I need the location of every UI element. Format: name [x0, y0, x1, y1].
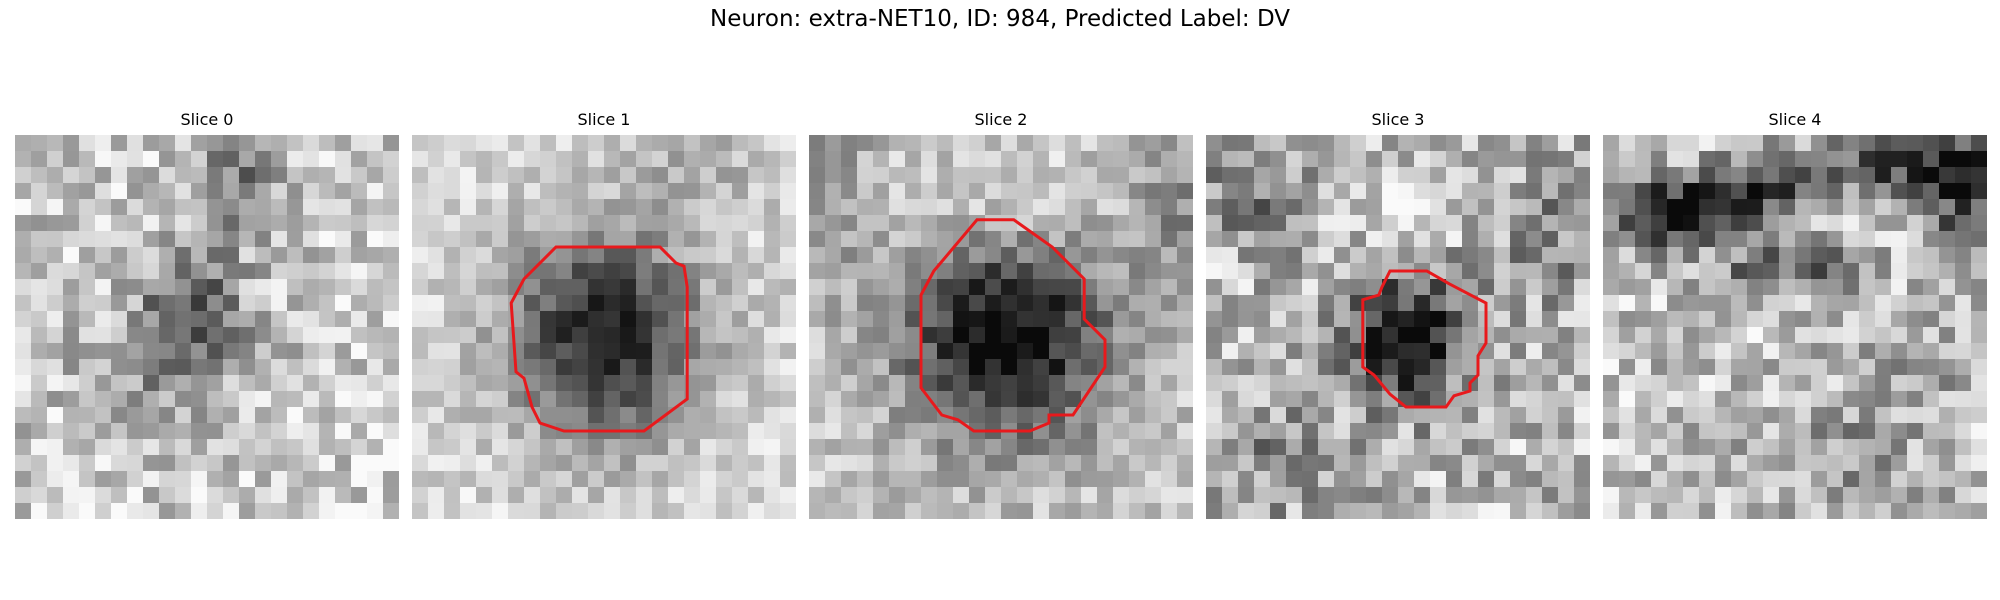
slice-image-2 — [809, 135, 1193, 519]
slice-image-0 — [15, 135, 399, 519]
slice-title-3: Slice 3 — [1371, 110, 1425, 129]
slice-image-1 — [412, 135, 796, 519]
slice-panel-3: Slice 3 — [1206, 108, 1590, 520]
slice-panel-2: Slice 2 — [809, 108, 1193, 520]
slice-title-0: Slice 0 — [180, 110, 234, 129]
slice-panel-1: Slice 1 — [412, 108, 796, 520]
slice-image-4 — [1603, 135, 1987, 519]
figure-title: Neuron: extra-NET10, ID: 984, Predicted … — [710, 6, 1290, 32]
slice-image-3 — [1206, 135, 1590, 519]
slice-panel-4: Slice 4 — [1603, 108, 1987, 520]
cell-contour-outline — [509, 245, 689, 433]
cell-contour-outline — [919, 218, 1107, 433]
slice-panel-0: Slice 0 — [15, 108, 399, 520]
cell-contour-outline — [1361, 269, 1488, 409]
slice-title-2: Slice 2 — [974, 110, 1028, 129]
slice-title-1: Slice 1 — [577, 110, 631, 129]
slice-title-4: Slice 4 — [1768, 110, 1822, 129]
